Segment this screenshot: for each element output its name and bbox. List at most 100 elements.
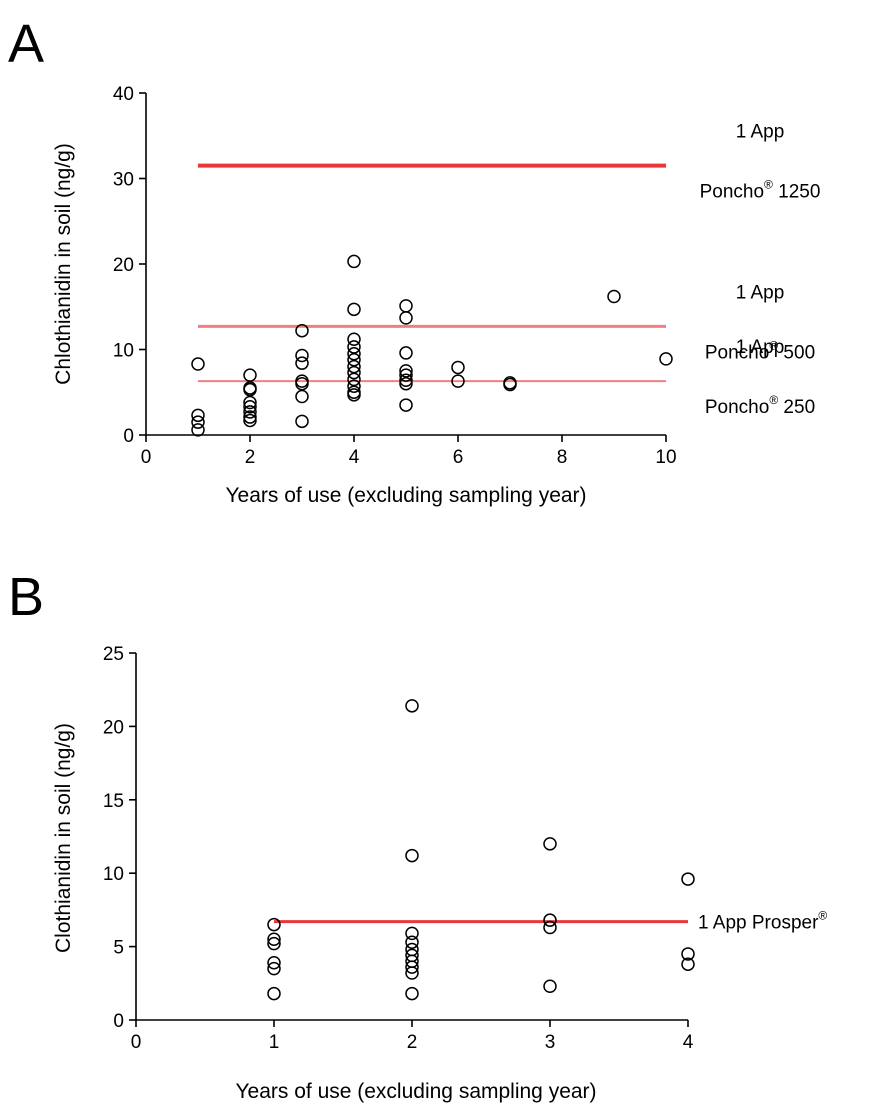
data-point: [267, 936, 281, 951]
data-point: [503, 377, 517, 392]
y-tick-label: 5: [113, 938, 124, 959]
data-point: [267, 961, 281, 976]
data-point: [347, 365, 361, 380]
data-point: [681, 957, 695, 971]
data-point: [243, 400, 257, 414]
data-point: [295, 323, 309, 338]
x-tick-label: 0: [131, 1032, 142, 1053]
x-tick-label: 3: [545, 1032, 556, 1053]
data-point: [347, 340, 361, 354]
data-point: [295, 348, 309, 363]
data-point: [543, 920, 557, 935]
y-tick-label: 30: [113, 170, 134, 191]
data-point: [347, 254, 361, 269]
y-axis-label-b: Clothianidin in soil (ng/g): [52, 723, 75, 953]
data-point: [267, 932, 281, 947]
panel-letter-b: B: [8, 567, 44, 627]
data-point: [191, 415, 205, 429]
data-point: [191, 408, 205, 423]
data-point: [405, 699, 419, 713]
data-point: [243, 413, 257, 428]
panel-letter-a: A: [8, 14, 44, 74]
data-point: [347, 353, 361, 367]
data-point: [191, 423, 205, 437]
x-tick-label: 0: [141, 447, 152, 468]
data-point: [295, 356, 309, 370]
x-tick-label: 1: [269, 1032, 280, 1053]
data-point: [399, 299, 413, 313]
axes-a: 0 2 4 6 8 10 0 10 20 30 40: [113, 84, 677, 468]
data-point: [399, 376, 413, 391]
y-tick-label: 40: [113, 84, 134, 105]
y-tick-label: 20: [113, 255, 134, 276]
y-tick-label: 15: [103, 791, 124, 812]
panel-b: B 1 App Prosper® 0 1 2 3 4 0 5 10 15 20 25 Years o…: [8, 567, 827, 1103]
data-point: [681, 872, 695, 886]
data-point: [243, 368, 257, 382]
data-point: [347, 372, 361, 387]
data-point: [405, 926, 419, 941]
points-a: [191, 254, 673, 437]
x-tick-label: 10: [655, 447, 676, 468]
data-point: [405, 986, 419, 1001]
data-point: [347, 332, 361, 346]
x-axis-label-a: Years of use (excluding sampling year): [225, 484, 586, 507]
data-point: [607, 289, 621, 304]
x-tick-label: 2: [407, 1032, 418, 1053]
data-point: [347, 347, 361, 361]
data-point: [347, 388, 361, 402]
data-point: [399, 368, 413, 382]
y-tick-label: 0: [113, 1011, 124, 1032]
data-point: [451, 374, 465, 388]
y-tick-label: 10: [113, 341, 134, 362]
data-point: [399, 311, 413, 325]
data-point: [267, 986, 281, 1001]
reference-lines-b: 1 App Prosper®: [274, 909, 827, 934]
reference-label-line1: 1 App: [736, 122, 785, 143]
data-point: [399, 346, 413, 360]
reference-label-line2: Poncho® 250: [705, 393, 815, 418]
reference-label-line2: Poncho® 500: [705, 338, 815, 363]
x-tick-label: 2: [245, 447, 256, 468]
data-point: [399, 398, 413, 412]
data-point: [243, 395, 257, 410]
data-point: [405, 966, 419, 980]
x-tick-label: 4: [683, 1032, 694, 1053]
y-axis-label-a: Chlothianidin in soil (ng/g): [52, 143, 75, 385]
data-point: [191, 357, 205, 371]
data-point: [405, 935, 419, 949]
reference-label-line1: 1 App: [736, 282, 785, 303]
data-point: [543, 913, 557, 927]
y-tick-label: 0: [123, 426, 134, 447]
data-point: [659, 352, 673, 366]
x-tick-label: 4: [349, 447, 360, 468]
y-tick-label: 10: [103, 864, 124, 885]
data-point: [405, 848, 419, 863]
data-point: [295, 389, 309, 404]
points-b: [267, 699, 695, 1001]
data-point: [399, 364, 413, 378]
data-point: [399, 373, 413, 388]
data-point: [681, 947, 695, 961]
data-point: [347, 302, 361, 317]
data-point: [267, 917, 281, 932]
reference-label: 1 App Prosper®: [698, 909, 827, 934]
data-point: [243, 405, 257, 419]
axes-b: 0 1 2 3 4 0 5 10 15 20 25: [103, 644, 694, 1053]
data-point: [543, 979, 557, 993]
reference-label-line1: 1 App: [736, 337, 785, 358]
x-tick-label: 8: [557, 447, 568, 468]
data-point: [295, 376, 309, 391]
x-axis-label-b: Years of use (excluding sampling year): [235, 1080, 596, 1103]
data-point: [347, 359, 361, 374]
data-point: [543, 837, 557, 851]
data-point: [243, 410, 257, 424]
y-tick-label: 20: [103, 717, 124, 738]
data-point: [243, 382, 257, 397]
x-tick-label: 6: [453, 447, 464, 468]
data-point: [267, 955, 281, 970]
data-point: [405, 960, 419, 974]
